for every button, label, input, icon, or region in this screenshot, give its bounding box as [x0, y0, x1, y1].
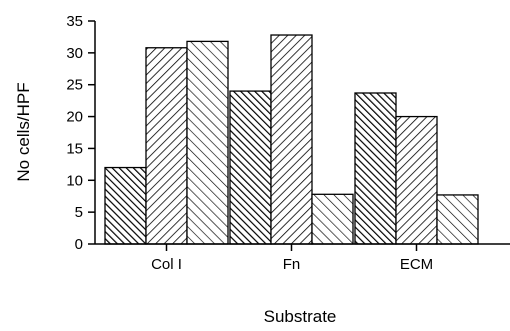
y-tick-label-0: 0 — [75, 236, 83, 253]
y-axis-title: No cells/HPF — [14, 82, 33, 181]
x-axis-title: Substrate — [264, 307, 337, 326]
y-tick-label-5: 5 — [75, 204, 83, 221]
y-tick-label-25: 25 — [66, 77, 83, 94]
y-tick-label-30: 30 — [66, 45, 83, 62]
axes-layer: 0 5 10 15 20 25 30 35 Col I Fn ECM — [66, 13, 510, 273]
bar-fn-series-2 — [270, 34, 313, 245]
x-tick-label-ecm: ECM — [400, 256, 433, 273]
y-tick-label-20: 20 — [66, 109, 83, 126]
y-axis-title-text: No cells/HPF — [14, 82, 33, 181]
bar-ecm-series-2 — [395, 115, 438, 245]
bar-fn-series-1 — [229, 90, 272, 245]
y-tick-label-10: 10 — [66, 172, 83, 189]
bar-col-i-series-1 — [104, 166, 147, 245]
x-tick-label-fn: Fn — [283, 256, 301, 273]
bar-col-i-series-2 — [145, 47, 188, 245]
y-tick-label-35: 35 — [66, 13, 83, 30]
x-tick-label-col-i: Col I — [151, 256, 182, 273]
bar-col-i-series-3 — [186, 40, 229, 245]
bar-ecm-series-3 — [436, 194, 479, 245]
y-tick-label-15: 15 — [66, 140, 83, 157]
bars-layer — [104, 34, 479, 245]
bar-fn-series-3 — [311, 193, 354, 245]
bar-ecm-series-1 — [354, 92, 397, 245]
